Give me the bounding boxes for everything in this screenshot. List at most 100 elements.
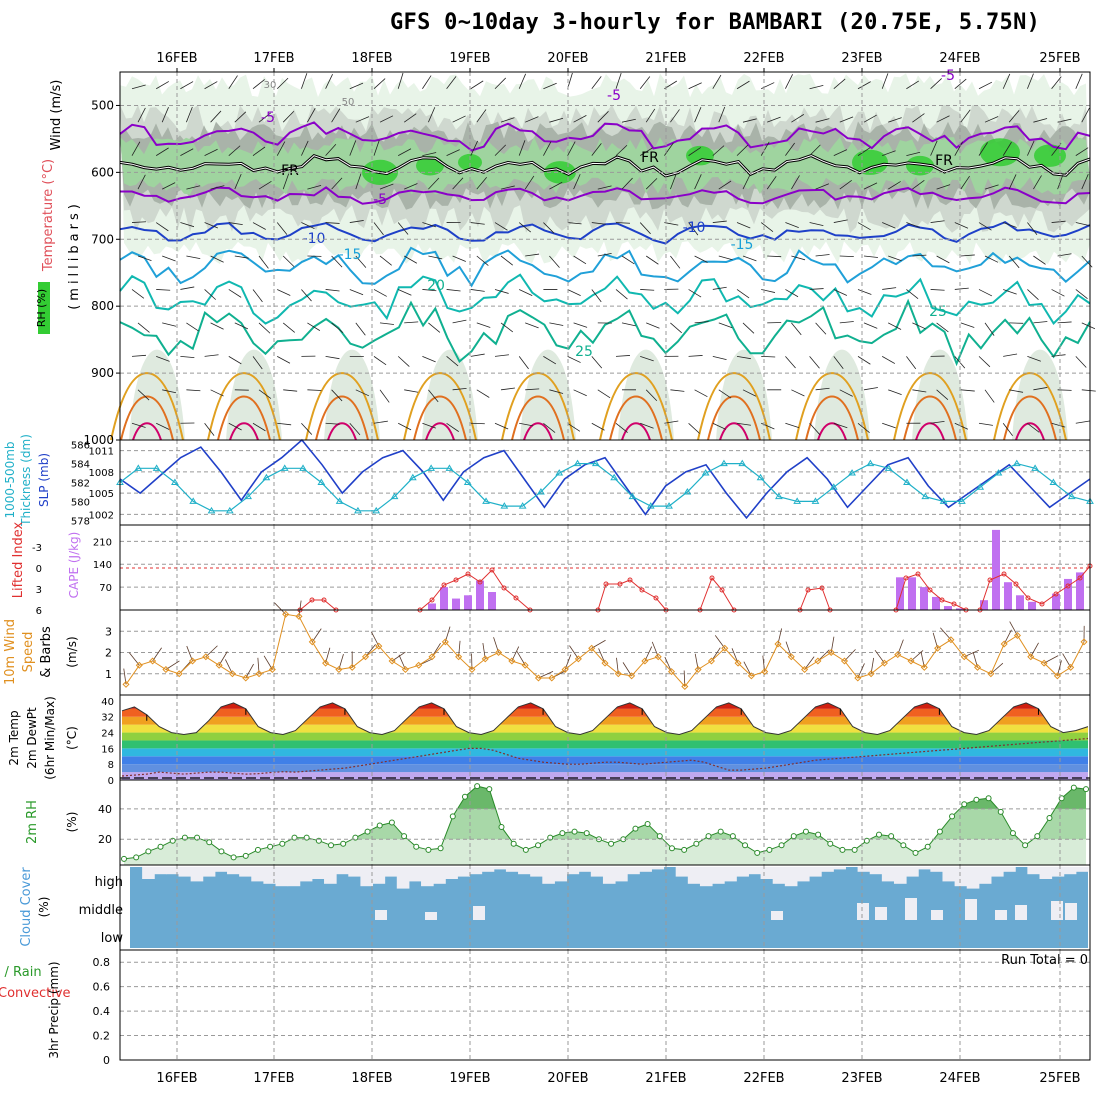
temp-tick-label: 40 (101, 697, 114, 708)
contour-label: FR (641, 150, 659, 166)
date-label-bottom: 16FEB (156, 1071, 197, 1086)
date-label-bottom: 23FEB (841, 1071, 882, 1086)
date-label-top: 20FEB (547, 51, 588, 66)
contour-label: 50 (342, 97, 355, 108)
contour-label: -5 (941, 68, 955, 84)
cape-bar (1016, 595, 1024, 610)
cloud-high-bar (858, 867, 871, 872)
cloud-high-bar (227, 867, 240, 874)
rh-point (633, 826, 638, 831)
cloud-high-bar (251, 867, 264, 881)
cloud-high-bar (385, 867, 398, 877)
y-tick-label: 600 (91, 165, 114, 179)
rh-point (122, 856, 127, 861)
slp-panel-frame (120, 440, 1090, 525)
cloud-high-bar (554, 867, 567, 881)
li-line (420, 570, 530, 610)
rh-band (120, 780, 1090, 839)
cloud-label: Cloud Cover (19, 867, 34, 947)
rh-point (158, 844, 163, 849)
rh-point (207, 840, 212, 845)
y-tick-label: 800 (91, 299, 114, 313)
rh-point (134, 855, 139, 860)
rh-label: 2m RH (25, 800, 40, 844)
temp-band (120, 695, 1090, 701)
contour-label: -10 (683, 220, 706, 236)
li-line (300, 600, 336, 610)
li-axis-label: Lifted Index (11, 521, 26, 598)
cloud-high-bar (676, 867, 689, 877)
date-label-top: 22FEB (743, 51, 784, 66)
cloud-high-bar (239, 867, 252, 877)
precip-axis-label: 3hr Precip (mm) (47, 961, 61, 1058)
rh-point (511, 841, 516, 846)
date-label-bottom: 19FEB (449, 1071, 490, 1086)
slp-tick-label: 1002 (89, 510, 114, 521)
li-line (800, 588, 830, 610)
cloud-high-bar (894, 867, 907, 884)
temp-band (120, 725, 1090, 733)
cloud-high-bar (700, 867, 713, 886)
rh-point (475, 784, 480, 789)
date-label-bottom: 24FEB (939, 1071, 980, 1086)
date-label-bottom: 18FEB (351, 1071, 392, 1086)
li-tick-label: 3 (36, 585, 42, 596)
cloud-high-bar (967, 867, 980, 889)
contour-label: -5 (261, 110, 275, 126)
cloud-high-bar (748, 867, 761, 874)
date-label-bottom: 17FEB (253, 1071, 294, 1086)
precip-tick-label: 0 (103, 1054, 110, 1067)
date-label-bottom: 20FEB (547, 1071, 588, 1086)
rh-point (840, 847, 845, 852)
rh-point (1010, 831, 1015, 836)
rh-point (1084, 787, 1089, 792)
cape-bar (1004, 582, 1012, 610)
cloud-unit-label: (%) (37, 897, 51, 918)
rh-point (438, 846, 443, 851)
cloud-high-bar (288, 867, 301, 886)
rh-moist-blob (980, 138, 1020, 166)
li-tick-label: 6 (36, 606, 42, 617)
rh-point (426, 847, 431, 852)
cloud-high-bar (821, 867, 834, 872)
cloud-middle-bar (473, 906, 485, 920)
cloud-high-bar (712, 867, 725, 884)
temp-band (120, 701, 1090, 709)
cloud-high-bar (409, 867, 422, 881)
rh-unit-label: (%) (65, 812, 79, 833)
cloud-high-bar (688, 867, 701, 884)
thickness-tick-label: 580 (71, 497, 90, 508)
rh-point (268, 844, 273, 849)
cloud-high-bar (1064, 867, 1077, 874)
rh-point (925, 844, 930, 849)
rh-point (402, 834, 407, 839)
rh-point (962, 802, 967, 807)
cape-tick-label: 70 (99, 583, 112, 594)
rh-point (803, 829, 808, 834)
cloud-high-bar (615, 867, 628, 881)
cloud-middle-bar (857, 903, 869, 920)
precip-tick-label: 0.2 (93, 1030, 111, 1043)
cloud-high-bar (773, 867, 786, 884)
cloud-high-bar (761, 867, 774, 879)
rh-legend-label: RH (%) (35, 289, 48, 327)
temp-band (120, 740, 1090, 748)
rh-point (231, 855, 236, 860)
rh-point (243, 853, 248, 858)
cloud-high-bar (930, 867, 943, 872)
rh-moist-blob (686, 146, 714, 166)
wind-label-3: & Barbs (39, 626, 54, 678)
rh-point (743, 843, 748, 848)
cloud-high-bar (445, 867, 458, 879)
rh-point (779, 843, 784, 848)
cloud-high-bar (421, 867, 434, 886)
rh-bands (120, 780, 1090, 839)
cloud-high-bar (470, 867, 483, 874)
cloud-high-bar (360, 867, 373, 886)
cape-bar (440, 587, 448, 610)
cloud-high-bar (1027, 867, 1040, 874)
precip-tick-label: 0.6 (93, 981, 111, 994)
contour-label: 25 (929, 304, 947, 320)
rh-point (730, 834, 735, 839)
